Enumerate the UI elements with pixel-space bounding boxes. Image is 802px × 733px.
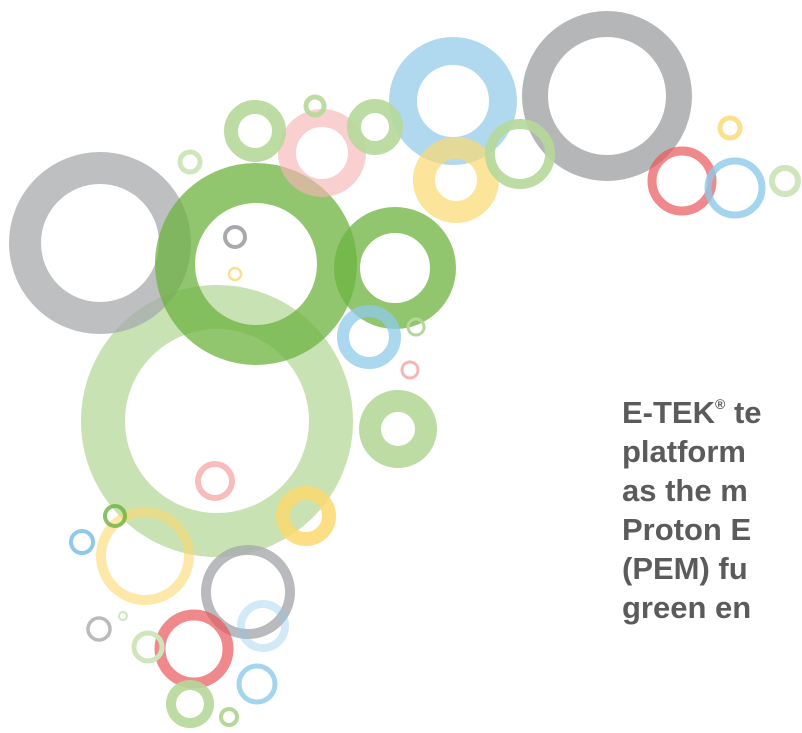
ring-green-bottom-tiny — [219, 707, 239, 727]
ring-pink-top — [278, 109, 366, 197]
ring-green-tiny-lower-b — [118, 611, 128, 621]
ring-pink-lower — [195, 461, 235, 501]
ring-green-top-b — [347, 99, 403, 155]
ring-yellow-tiny-right — [717, 115, 743, 141]
ring-green-mid — [334, 207, 456, 329]
headline-line-6: green en — [622, 590, 752, 625]
ring-gray-tiny-lower — [86, 616, 112, 642]
ring-yellow-large-lower — [96, 507, 194, 605]
ring-red-right — [647, 146, 717, 216]
ring-green-top-c — [485, 119, 555, 189]
brand-name: E-TEK — [622, 395, 715, 430]
ring-green-tiny-left — [177, 149, 203, 175]
ring-yellow-tiny-mid — [227, 266, 243, 282]
ring-green-tiny-top — [303, 94, 327, 118]
ring-pink-tiny-mid — [400, 360, 420, 380]
ring-yellow-lower — [276, 486, 336, 546]
ring-yellow-top — [413, 137, 499, 223]
ring-green-light-lower — [131, 630, 165, 664]
ring-blue-mid — [337, 305, 401, 369]
ring-blue-bottom — [236, 663, 278, 705]
ring-blue-tiny-lower — [69, 529, 95, 555]
ring-green-tiny-right — [769, 165, 801, 197]
headline-line-4: Proton E — [622, 512, 752, 547]
registered-mark: ® — [715, 396, 726, 412]
ring-blue-right — [704, 157, 766, 219]
ring-green-bottom — [166, 680, 214, 728]
ring-gray-top — [522, 11, 692, 181]
headline-line-5: (PEM) fu — [622, 551, 748, 586]
ring-green-right-mid — [359, 390, 437, 468]
ring-light-green-large — [81, 285, 353, 557]
ring-green-top-small — [224, 100, 286, 162]
ring-blue-top — [389, 37, 517, 165]
ring-green-tiny-mid — [406, 317, 426, 337]
ring-gray-large — [9, 152, 191, 334]
headline-line-2: platform — [622, 434, 746, 469]
headline-text: E-TEK® te platform as the m Proton E (PE… — [622, 393, 802, 627]
ring-red-lower — [154, 609, 234, 689]
ring-blue-lower — [237, 600, 289, 652]
headline-line-1: E-TEK® te — [622, 395, 762, 430]
headline-line-3: as the m — [622, 473, 748, 508]
ring-gray-lower — [201, 545, 295, 639]
ring-gray-small — [223, 225, 247, 249]
ring-green-tiny-lower — [103, 504, 127, 528]
